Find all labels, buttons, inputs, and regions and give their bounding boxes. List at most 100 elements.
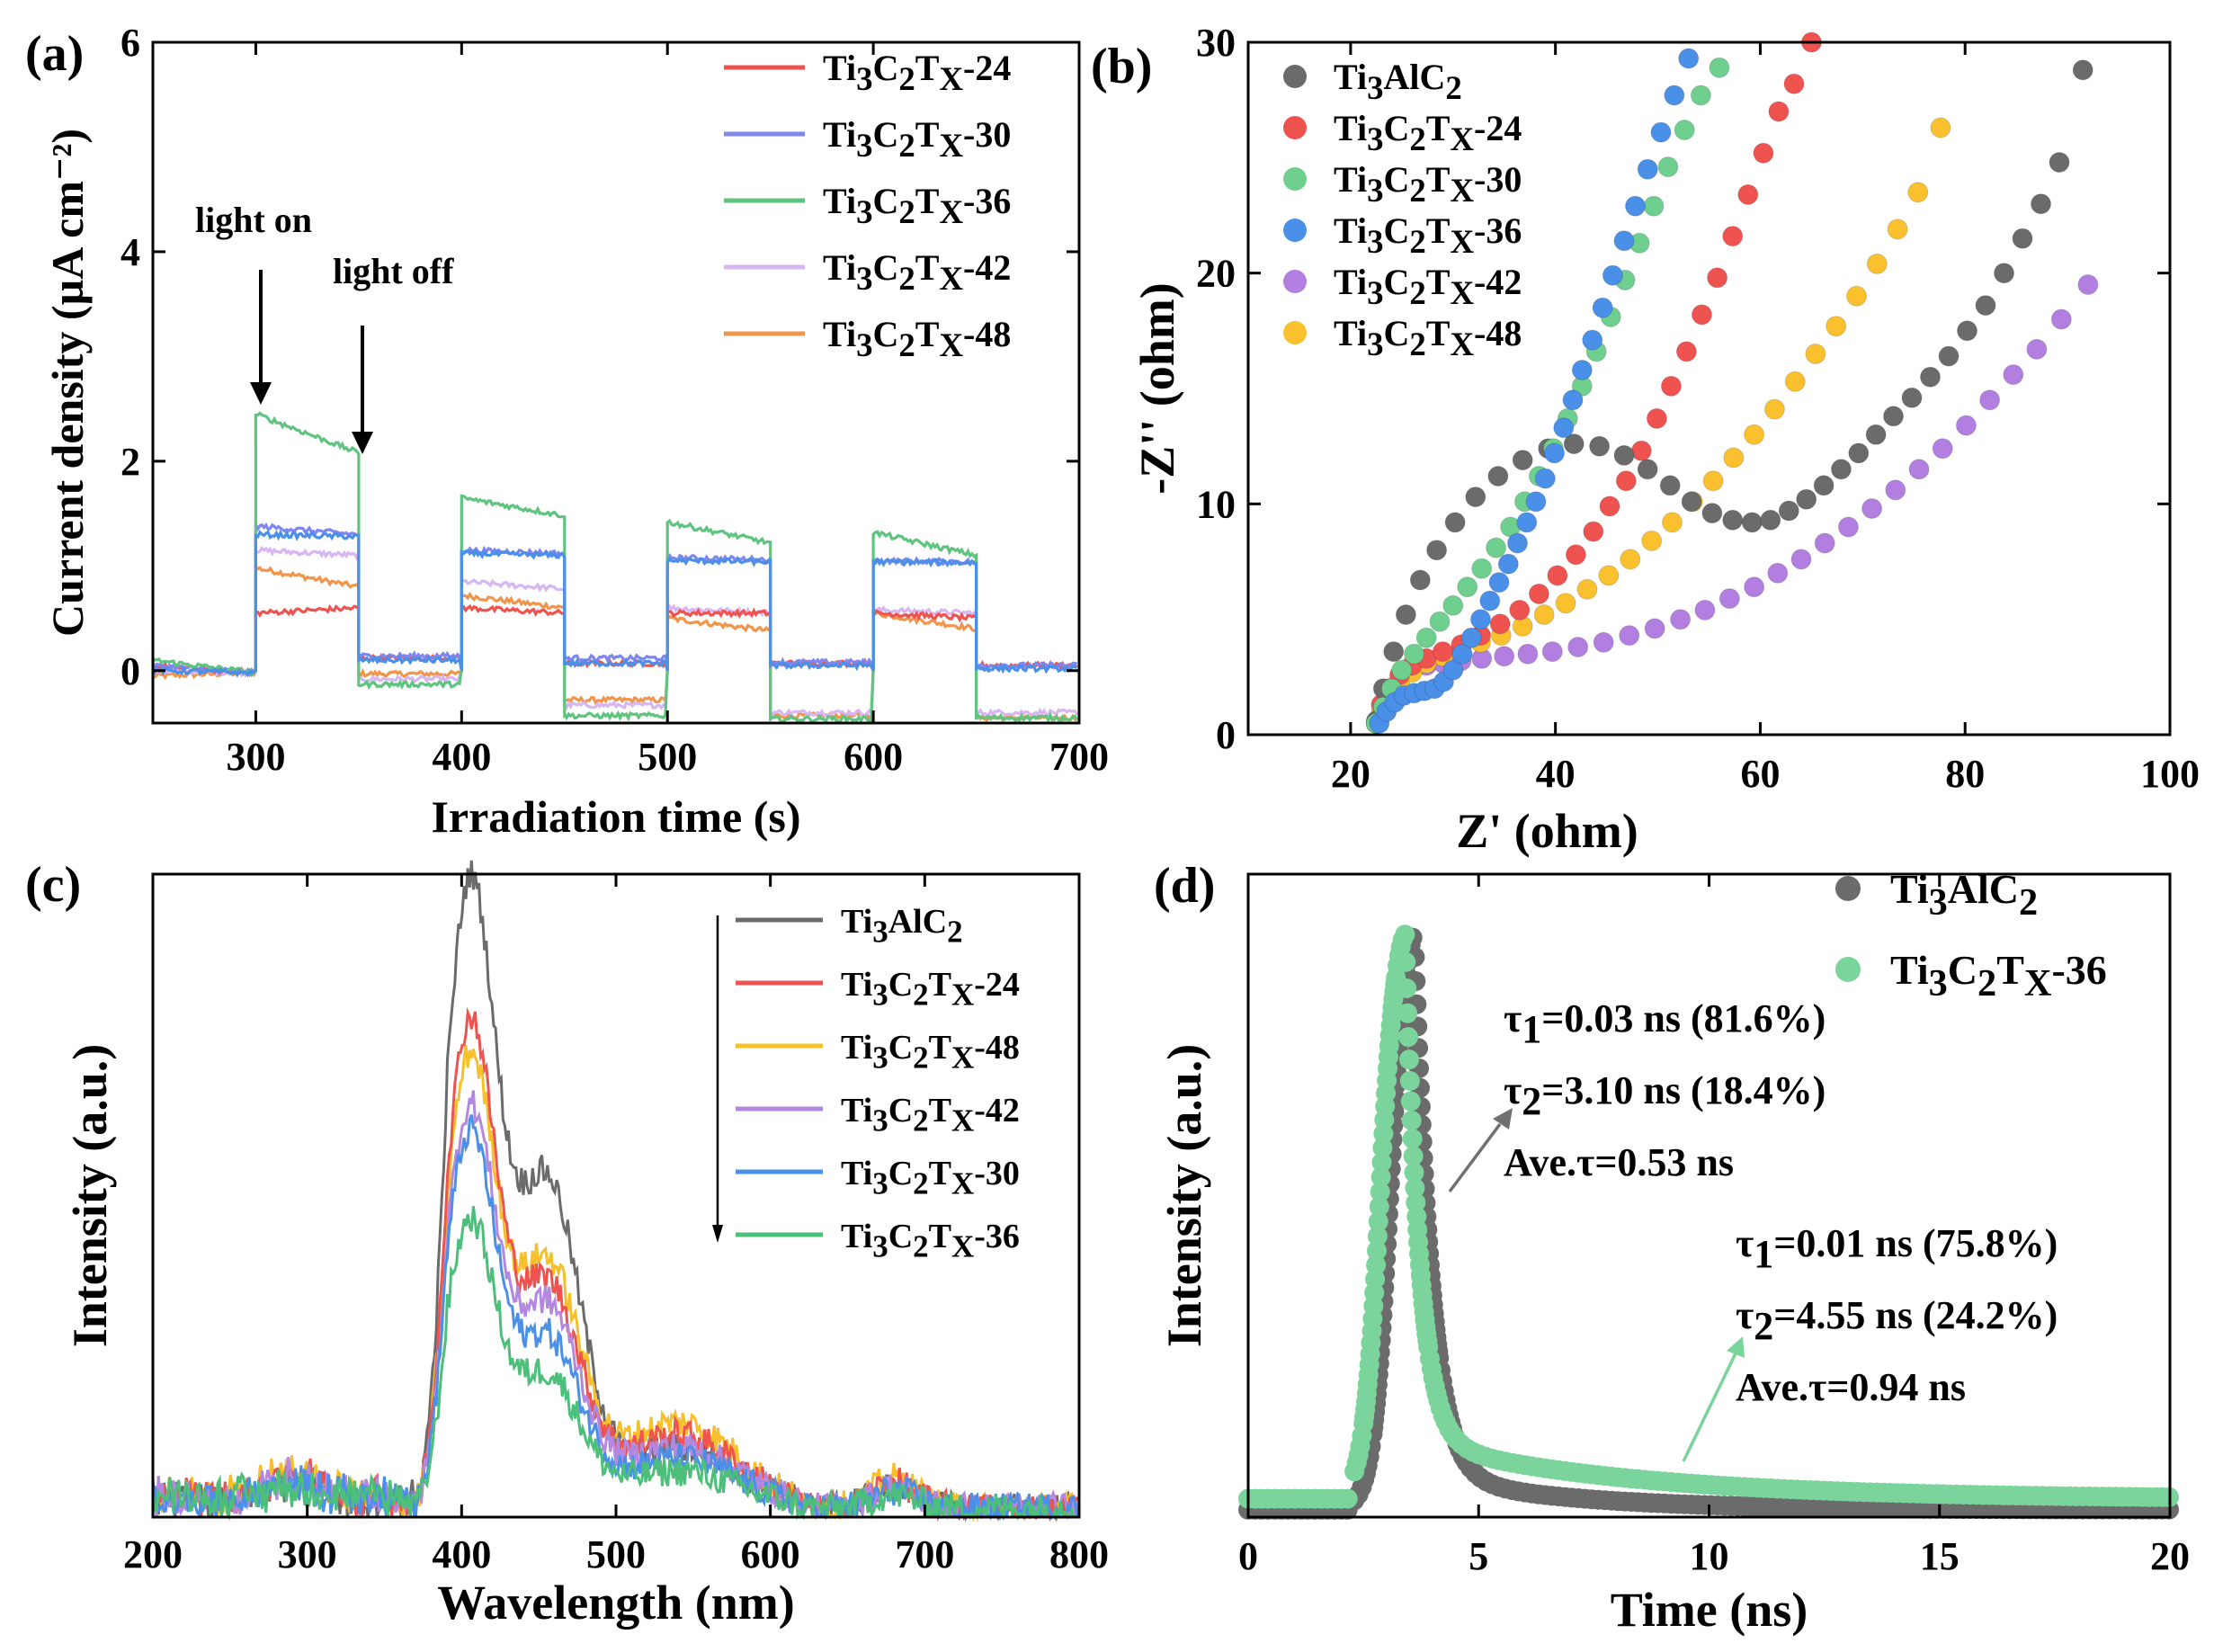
point-Ti3AlC2 — [1613, 444, 1635, 466]
point-Ti3AlC2 — [1920, 366, 1941, 388]
point-Ti3C2TX-36 — [1460, 627, 1482, 648]
point-Ti3C2TX-36 — [1516, 512, 1538, 533]
point-Ti3C2TX-36 — [1367, 1240, 1387, 1261]
point-Ti3AlC2 — [1444, 512, 1466, 533]
point-Ti3C2TX-42 — [1494, 646, 1515, 667]
point-Ti3C2TX-48 — [1598, 565, 1620, 586]
panel-c-ylabel: Intensity (a.u.) — [63, 1044, 117, 1348]
point-Ti3AlC2 — [1830, 459, 1852, 480]
panel-a-ytick-label: 2 — [121, 440, 140, 484]
point-Ti3C2TX-48 — [1620, 549, 1641, 570]
point-Ti3C2TX-36 — [1368, 1211, 1388, 1232]
point-Ti3C2TX-48 — [1723, 447, 1745, 469]
point-Ti3C2TX-42 — [1719, 588, 1740, 610]
panel-a-xtick-label: 600 — [844, 735, 903, 779]
point-Ti3C2TX-36 — [1479, 590, 1501, 612]
panel-d — [1238, 924, 2179, 1520]
point-Ti3C2TX-24 — [1565, 544, 1586, 566]
legend-label: Ti3C2TX-36 — [1334, 210, 1522, 260]
point-Ti3C2TX-36 — [1582, 329, 1603, 351]
point-Ti3C2TX-36 — [1451, 643, 1473, 665]
point-Ti3AlC2 — [1659, 475, 1681, 496]
point-Ti3C2TX-24 — [1646, 407, 1667, 429]
point-Ti3C2TX-24 — [1599, 496, 1620, 517]
legend-label: Ti3C2TX-36 — [1890, 947, 2107, 1005]
annotation-light-off: light off — [333, 251, 454, 291]
point-Ti3C2TX-42 — [1790, 549, 1812, 570]
arrow-light-on-head — [250, 382, 272, 405]
legend-label: Ti3C2TX-24 — [823, 48, 1011, 97]
panel-b-xtick-label: 100 — [2140, 752, 2200, 796]
point-Ti3C2TX-36 — [1562, 389, 1584, 411]
point-Ti3AlC2 — [1813, 475, 1835, 496]
annotation-ti3alc2-lifetime: τ2=3.10 ns (18.4%) — [1504, 1068, 1826, 1123]
legend-marker — [1283, 167, 1307, 191]
panel-a-frame — [151, 40, 1081, 725]
panel-b-ytick-label: 0 — [1216, 713, 1236, 757]
point-Ti3C2TX-36 — [1403, 1146, 1424, 1166]
point-Ti3C2TX-24 — [1432, 641, 1453, 663]
annotation-ti3alc2-lifetime: Ave.τ=0.53 ns — [1504, 1140, 1734, 1184]
arrow-gray — [1448, 1122, 1502, 1193]
annotation-ti3c2tx36-lifetime: Ave.τ=0.94 ns — [1736, 1365, 1966, 1409]
series-line-Ti3C2TX-36 — [151, 1206, 1077, 1522]
legend-marker — [1283, 321, 1307, 344]
annotation-light-on: light on — [195, 200, 312, 240]
point-Ti3AlC2 — [1465, 487, 1486, 508]
panel-b-xtick-label: 60 — [1740, 752, 1780, 796]
panel-label: (a) — [25, 26, 84, 82]
point-Ti3C2TX-48 — [1702, 470, 1724, 492]
legend-label: Ti3C2TX-42 — [1334, 262, 1522, 311]
panel-label: (b) — [1091, 39, 1152, 94]
point-Ti3AlC2 — [1778, 500, 1799, 522]
point-Ti3AlC2 — [1637, 459, 1658, 480]
legend-marker — [1835, 957, 1861, 982]
point-Ti3C2TX-30 — [1391, 659, 1413, 681]
panel-a-xtick-label: 400 — [432, 735, 491, 779]
point-Ti3C2TX-36 — [1371, 1152, 1392, 1173]
legend-label: Ti3C2TX-36 — [823, 181, 1011, 230]
point-Ti3C2TX-24 — [1753, 142, 1774, 164]
point-Ti3C2TX-48 — [1662, 512, 1683, 533]
point-Ti3C2TX-36 — [1497, 553, 1519, 575]
point-Ti3AlC2 — [1975, 295, 1996, 317]
point-Ti3C2TX-48 — [1826, 316, 1847, 337]
legend-label: Ti3AlC2 — [1334, 57, 1462, 106]
panel-a-ytick-label: 0 — [121, 649, 140, 693]
panel-d-xtick-label: 5 — [1469, 1534, 1488, 1578]
legend-label: Ti3C2TX-48 — [841, 1029, 1020, 1076]
panel-c-xtick-label: 400 — [432, 1532, 491, 1576]
annotation-ti3alc2-lifetime: τ1=0.03 ns (81.6%) — [1504, 996, 1826, 1051]
point-Ti3C2TX-36 — [1405, 1178, 1425, 1198]
point-Ti3AlC2 — [2031, 193, 2051, 215]
point-Ti3AlC2 — [1901, 387, 1923, 408]
point-Ti3C2TX-42 — [1644, 618, 1665, 639]
point-Ti3C2TX-42 — [1861, 498, 1883, 519]
point-Ti3C2TX-36 — [1337, 1488, 1358, 1509]
legend-label: Ti3C2TX-48 — [823, 314, 1011, 363]
point-Ti3AlC2 — [1796, 488, 1817, 510]
series-line-Ti3C2TX-36 — [151, 411, 1079, 725]
panel-b-ytick-label: 10 — [1196, 482, 1236, 526]
panel-c-xtick-label: 300 — [278, 1532, 337, 1576]
point-Ti3C2TX-36 — [1544, 442, 1565, 464]
point-Ti3C2TX-24 — [1722, 226, 1744, 247]
point-Ti3C2TX-36 — [1602, 264, 1623, 286]
point-Ti3C2TX-36 — [1625, 195, 1646, 217]
point-Ti3C2TX-36 — [1525, 491, 1547, 513]
legend-label: Ti3C2TX-24 — [841, 966, 1020, 1013]
point-Ti3C2TX-36 — [1397, 978, 1417, 998]
point-Ti3C2TX-48 — [1866, 253, 1888, 274]
legend-marker — [1283, 270, 1307, 293]
point-Ti3C2TX-48 — [1763, 398, 1785, 420]
point-Ti3AlC2 — [1865, 424, 1887, 445]
point-Ti3C2TX-48 — [1930, 117, 1951, 138]
panel-c-xtick-label: 700 — [895, 1532, 954, 1576]
point-Ti3C2TX-42 — [1955, 415, 1977, 436]
point-Ti3AlC2 — [1957, 320, 1977, 342]
point-Ti3C2TX-30 — [1674, 120, 1695, 140]
panel-d-xtick-label: 15 — [1920, 1534, 1960, 1578]
legend-label: Ti3C2TX-48 — [1334, 313, 1522, 362]
point-Ti3AlC2 — [1741, 512, 1763, 533]
